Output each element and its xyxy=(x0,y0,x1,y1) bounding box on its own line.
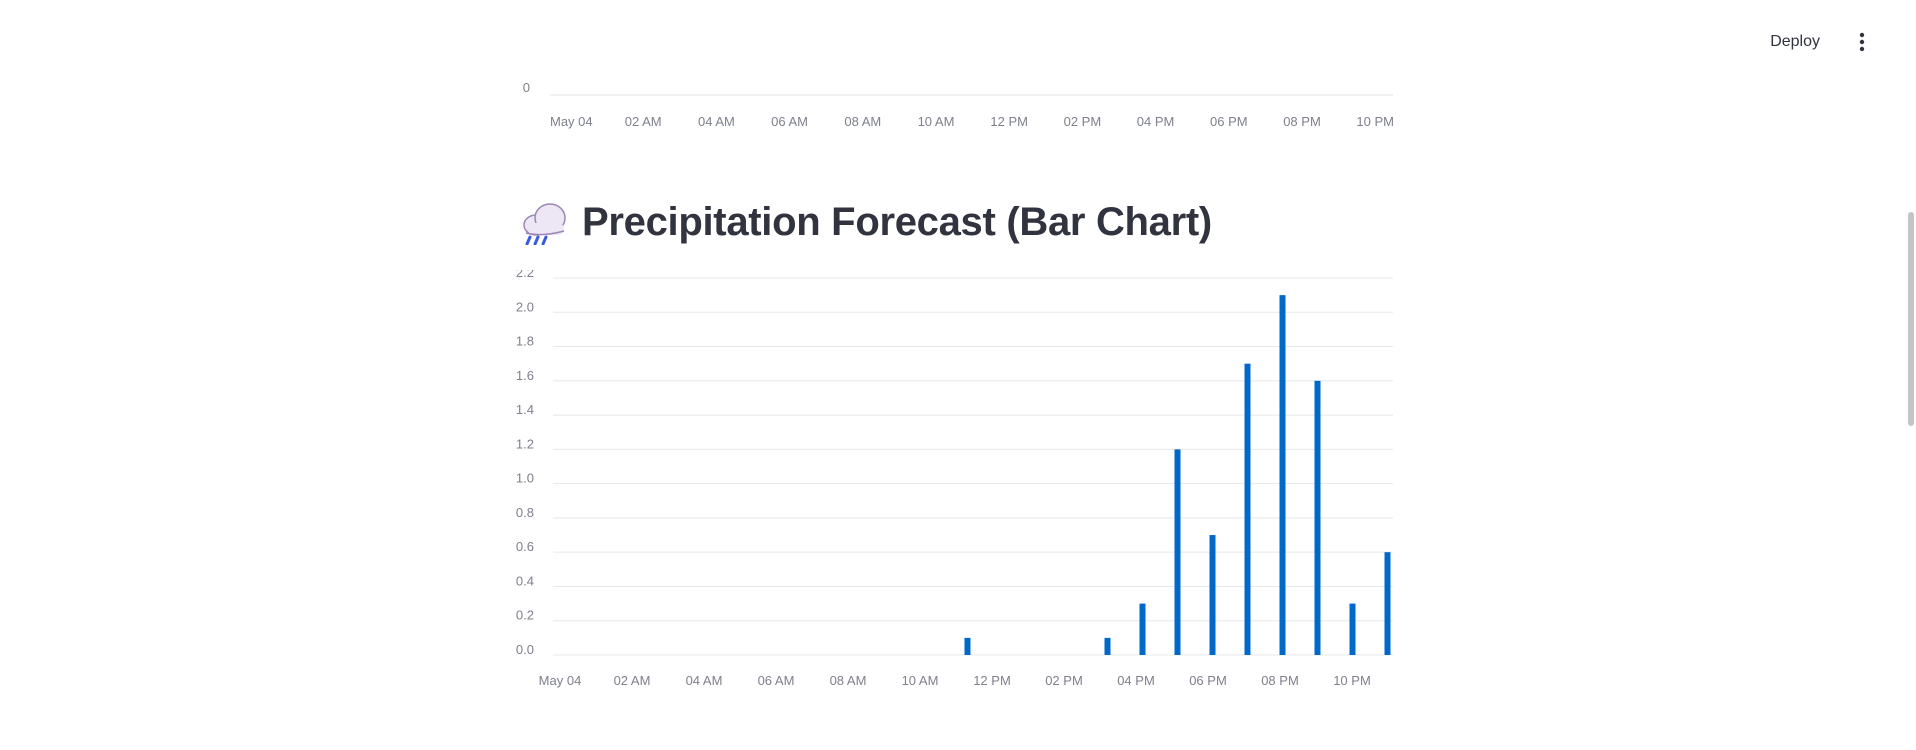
chart-bars xyxy=(964,295,1391,655)
x-tick-label: 10 AM xyxy=(918,114,955,129)
y-tick-label: 1.8 xyxy=(516,334,534,349)
x-tick-label: 02 AM xyxy=(614,673,651,688)
kebab-menu-icon xyxy=(1859,32,1865,52)
x-tick-label: 02 PM xyxy=(1045,673,1083,688)
y-tick-label: 0.6 xyxy=(516,539,534,554)
rain-cloud-icon xyxy=(523,202,566,245)
precipitation-bar-chart: 0.0 0.2 0.4 0.6 0.8 1.0 1.2 1.4 1.6 1.8 2.0 2.2 May… xyxy=(516,270,1393,688)
x-tick-labels: May 04 02 AM 04 AM 06 AM 08 AM 10 AM 12 PM 02 P… xyxy=(539,673,1371,688)
x-tick-label: 10 PM xyxy=(1333,673,1371,688)
x-tick-label: 08 PM xyxy=(1283,114,1321,129)
precipitation-bar xyxy=(1104,637,1111,655)
page-scrollbar[interactable] xyxy=(1906,0,1916,750)
deploy-button[interactable]: Deploy xyxy=(1762,29,1828,55)
x-tick-label: 06 AM xyxy=(771,114,808,129)
x-tick-label: 06 PM xyxy=(1210,114,1248,129)
x-tick-label: 10 PM xyxy=(1356,114,1394,129)
x-tick-label: 08 AM xyxy=(844,114,881,129)
previous-chart: 0 May 04 02 AM 04 AM 06 AM 08 AM 10 AM 12 PM 02… xyxy=(523,80,1394,129)
y-tick-label: 1.0 xyxy=(516,471,534,486)
y-tick-label: 0.4 xyxy=(516,573,534,588)
x-tick-label: May 04 xyxy=(550,114,593,129)
y-tick-label: 0.2 xyxy=(516,608,534,623)
y-tick-label: 1.2 xyxy=(516,436,534,451)
x-tick-label: 06 AM xyxy=(758,673,795,688)
main-menu-button[interactable] xyxy=(1850,26,1874,58)
x-tick-label: 08 AM xyxy=(830,673,867,688)
precipitation-bar xyxy=(1279,295,1286,655)
precipitation-bar xyxy=(964,637,971,655)
x-tick-label: 10 AM xyxy=(902,673,939,688)
y-tick-labels: 0.0 0.2 0.4 0.6 0.8 1.0 1.2 1.4 1.6 1.8 2.0 2.2 xyxy=(516,270,534,657)
x-tick-label: 04 AM xyxy=(686,673,723,688)
precipitation-bar xyxy=(1174,449,1181,655)
x-tick-label: 04 PM xyxy=(1137,114,1175,129)
top-toolbar: Deploy xyxy=(1762,26,1874,58)
x-tick-label: 08 PM xyxy=(1261,673,1299,688)
x-tick-label: 04 AM xyxy=(698,114,735,129)
y-tick-label: 2.0 xyxy=(516,299,534,314)
x-tick-label: 02 PM xyxy=(1064,114,1102,129)
precipitation-bar xyxy=(1244,363,1251,655)
x-tick-label: 02 AM xyxy=(625,114,662,129)
precipitation-bar xyxy=(1349,603,1356,655)
x-tick-labels: May 04 02 AM 04 AM 06 AM 08 AM 10 AM 12 PM 02 P… xyxy=(550,114,1394,129)
section-title: Precipitation Forecast (Bar Chart) xyxy=(582,200,1212,244)
precipitation-bar xyxy=(1384,552,1391,655)
section-heading: Precipitation Forecast (Bar Chart) xyxy=(518,200,1212,245)
scrollbar-thumb[interactable] xyxy=(1908,212,1914,426)
y-tick-label: 2.2 xyxy=(516,270,534,280)
y-tick-label: 1.4 xyxy=(516,402,534,417)
y-tick-label: 0.0 xyxy=(516,642,534,657)
chart-grid xyxy=(553,277,1393,656)
x-tick-label: 12 PM xyxy=(990,114,1028,129)
precipitation-bar xyxy=(1139,603,1146,655)
precipitation-bar xyxy=(1209,535,1216,655)
x-tick-label: 12 PM xyxy=(973,673,1011,688)
precipitation-bar xyxy=(1314,380,1321,655)
x-tick-label: May 04 xyxy=(539,673,582,688)
y-tick-label: 1.6 xyxy=(516,368,534,383)
x-tick-label: 04 PM xyxy=(1117,673,1155,688)
y-tick-label: 0 xyxy=(523,80,530,95)
y-tick-label: 0.8 xyxy=(516,505,534,520)
x-tick-label: 06 PM xyxy=(1189,673,1227,688)
